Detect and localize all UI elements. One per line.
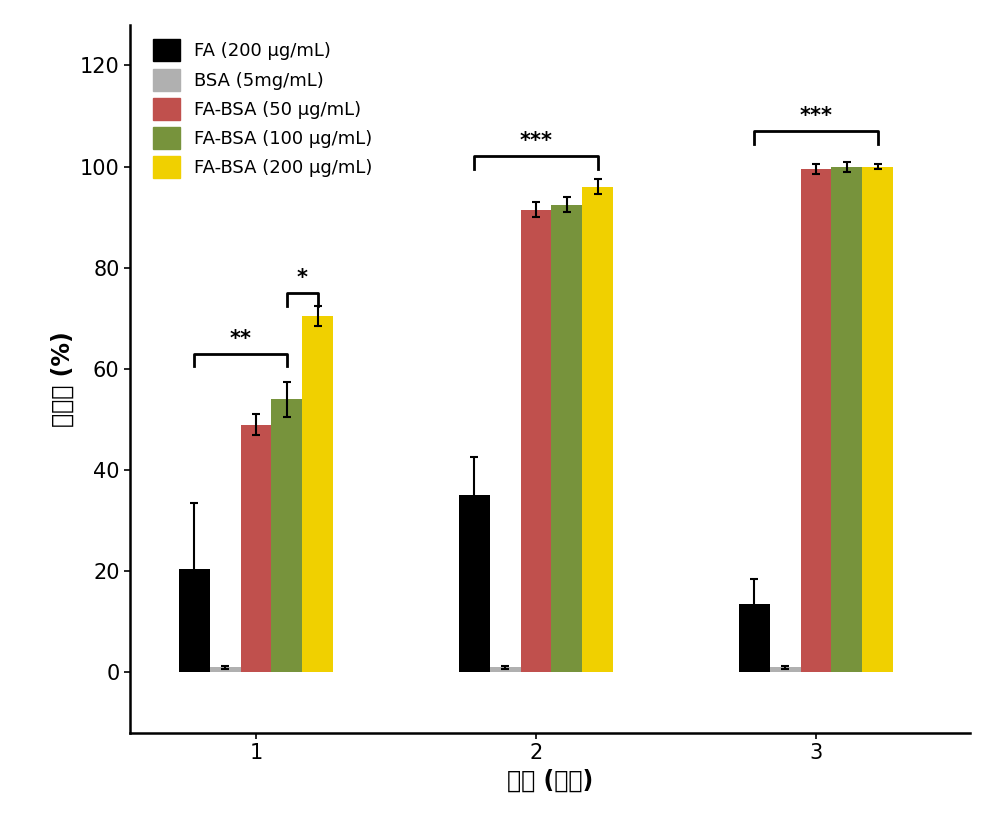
X-axis label: 时间 (小时): 时间 (小时) — [507, 769, 593, 793]
Y-axis label: 抑菌率 (%): 抑菌率 (%) — [50, 332, 74, 426]
Bar — [801, 169, 831, 672]
Text: ***: *** — [520, 132, 552, 152]
Bar — [490, 667, 521, 672]
Bar — [862, 167, 893, 672]
Bar — [521, 210, 551, 672]
Bar — [739, 604, 770, 672]
Text: **: ** — [230, 329, 252, 349]
Bar — [302, 316, 333, 672]
Bar — [551, 205, 582, 672]
Bar — [459, 496, 490, 672]
Bar — [770, 667, 801, 672]
Bar — [241, 425, 271, 672]
Bar — [179, 569, 210, 672]
Legend: FA (200 μg/mL), BSA (5mg/mL), FA-BSA (50 μg/mL), FA-BSA (100 μg/mL), FA-BSA (200: FA (200 μg/mL), BSA (5mg/mL), FA-BSA (50… — [147, 34, 378, 184]
Bar — [271, 399, 302, 672]
Text: ***: *** — [800, 106, 832, 126]
Bar — [210, 667, 241, 672]
Bar — [582, 187, 613, 672]
Bar — [831, 167, 862, 672]
Text: *: * — [297, 268, 308, 288]
